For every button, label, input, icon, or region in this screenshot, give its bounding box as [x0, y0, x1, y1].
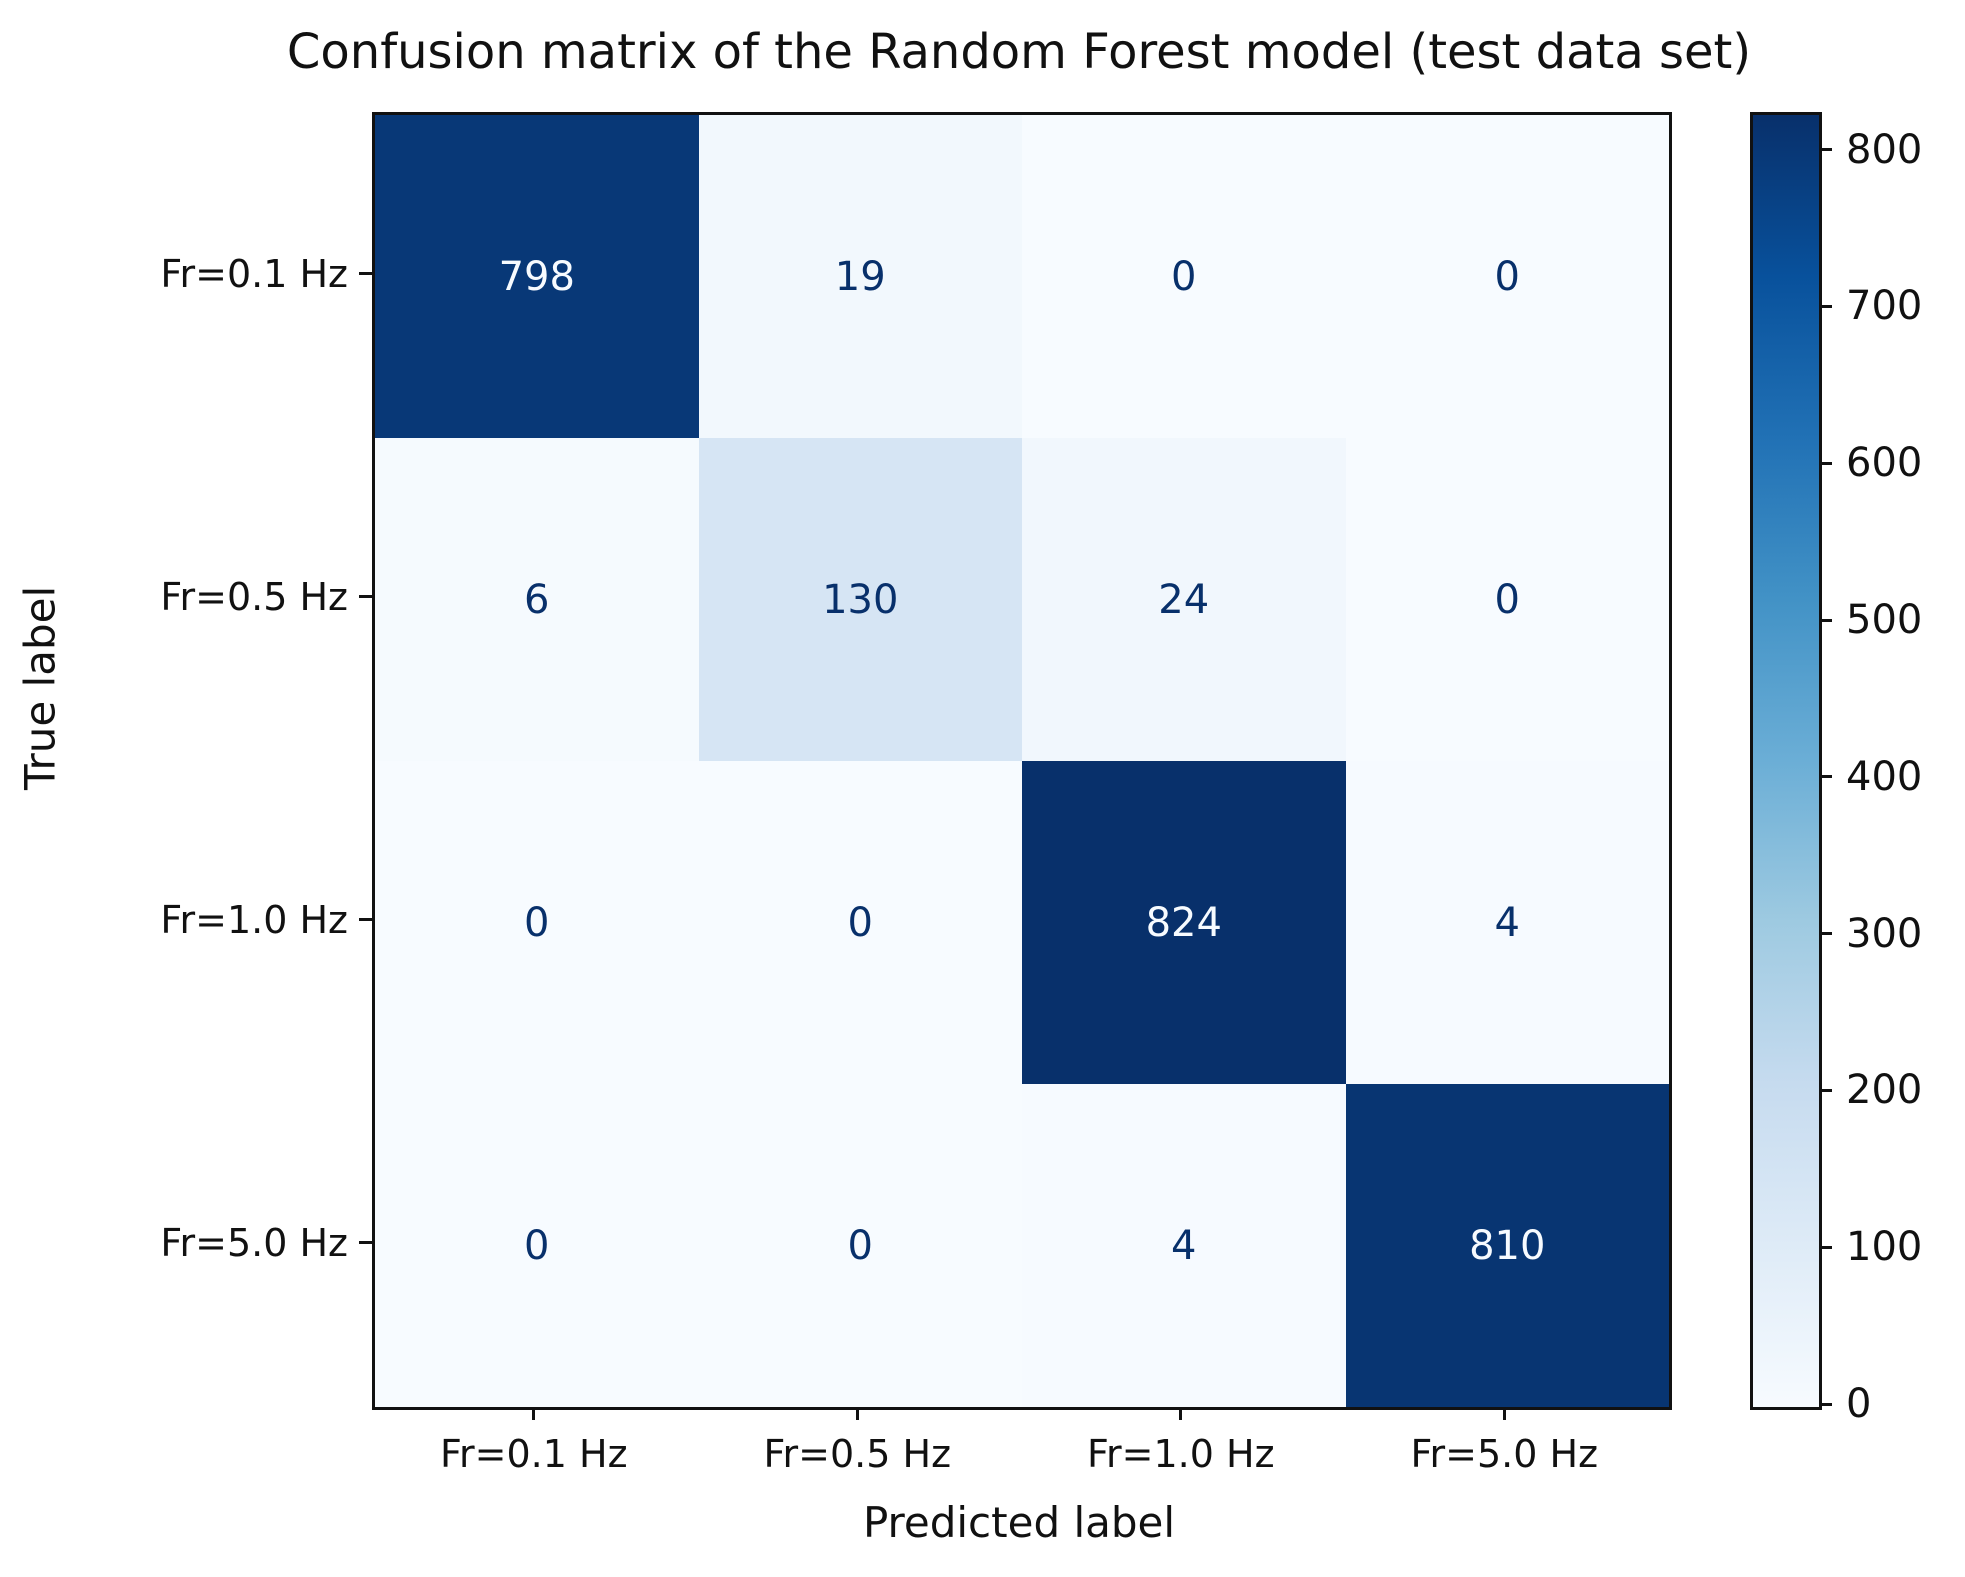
y-tick-label: Fr=0.1 Hz	[160, 251, 348, 296]
heatmap-cell: 24	[1022, 438, 1346, 761]
colorbar-tick-label: 500	[1846, 597, 1923, 644]
y-axis-label: True label	[15, 585, 65, 790]
x-tick-label: Fr=0.1 Hz	[439, 1432, 628, 1476]
x-tick-label: Fr=5.0 Hz	[1410, 1432, 1599, 1476]
colorbar-tick-mark	[1819, 461, 1832, 465]
y-tick-mark	[359, 918, 372, 921]
heatmap-cell: 824	[1022, 761, 1346, 1084]
colorbar-tick-label: 100	[1846, 1224, 1923, 1271]
heatmap-cell: 4	[1345, 761, 1669, 1084]
colorbar-tick-mark	[1819, 618, 1832, 622]
heatmap-cell: 4	[1022, 1084, 1346, 1407]
colorbar-tick-mark	[1819, 1245, 1832, 1249]
heatmap-cell: 6	[375, 438, 699, 761]
heatmap-cell: 798	[375, 115, 699, 438]
heatmap-cell: 0	[1022, 115, 1346, 438]
heatmap-cell: 810	[1345, 1084, 1669, 1407]
y-tick-label: Fr=5.0 Hz	[160, 1220, 348, 1265]
x-tick-mark	[855, 1407, 859, 1420]
colorbar-tick-label: 700	[1846, 283, 1923, 330]
colorbar-tick-label: 600	[1846, 440, 1923, 487]
heatmap-plot: 798 19 0 0 6 130 24 0 0 0 824 4 0 0 4 810	[372, 112, 1672, 1410]
colorbar-tick-label: 300	[1846, 910, 1923, 957]
heatmap-cell: 0	[698, 1084, 1022, 1407]
colorbar-tick-mark	[1819, 148, 1832, 152]
colorbar-tick-label: 400	[1846, 753, 1923, 800]
x-axis-label: Predicted label	[862, 1498, 1176, 1547]
heatmap-cell: 130	[698, 438, 1022, 761]
y-tick-mark	[359, 595, 372, 598]
heatmap-cell: 19	[698, 115, 1022, 438]
heatmap-cell: 0	[698, 761, 1022, 1084]
colorbar-tick-mark	[1819, 1402, 1832, 1406]
y-tick-label: Fr=1.0 Hz	[160, 897, 348, 942]
colorbar	[1750, 112, 1822, 1410]
x-tick-label: Fr=1.0 Hz	[1086, 1432, 1275, 1476]
y-tick-mark	[359, 272, 372, 275]
x-tick-mark	[1179, 1407, 1183, 1420]
x-tick-mark	[1502, 1407, 1506, 1420]
chart-title: Confusion matrix of the Random Forest mo…	[286, 24, 1752, 80]
x-tick-label: Fr=0.5 Hz	[763, 1432, 952, 1476]
colorbar-tick-label: 800	[1846, 126, 1923, 173]
colorbar-tick-mark	[1819, 1088, 1832, 1092]
colorbar-tick-mark	[1819, 932, 1832, 936]
x-tick-mark	[532, 1407, 536, 1420]
colorbar-tick-mark	[1819, 304, 1832, 308]
heatmap-cell: 0	[1345, 115, 1669, 438]
y-tick-label: Fr=0.5 Hz	[160, 574, 348, 619]
colorbar-tick-label: 0	[1846, 1381, 1872, 1427]
heatmap-cell: 0	[375, 1084, 699, 1407]
heatmap-cell: 0	[1345, 438, 1669, 761]
colorbar-tick-mark	[1819, 775, 1832, 779]
heatmap-cell: 0	[375, 761, 699, 1084]
colorbar-tick-label: 200	[1846, 1067, 1923, 1114]
y-tick-mark	[359, 1241, 372, 1244]
